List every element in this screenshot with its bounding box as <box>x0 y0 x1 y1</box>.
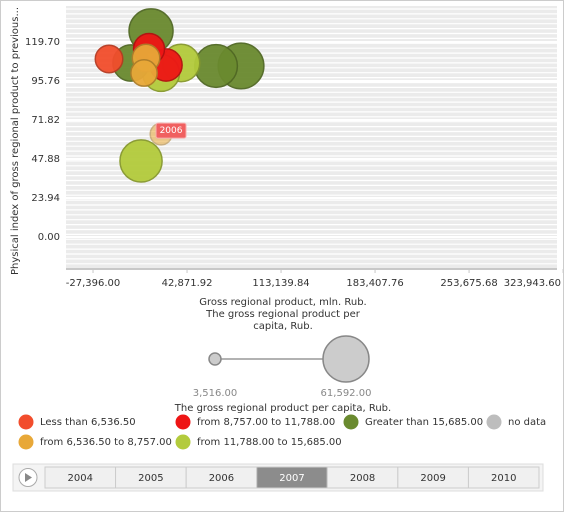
y-tick-label: 71.82 <box>31 115 60 126</box>
x-tick-label: 323,943.60 <box>504 278 561 289</box>
legend-marker <box>486 414 502 430</box>
size-legend-min <box>208 352 222 366</box>
legend-marker <box>175 434 191 450</box>
y-tick-label: 119.70 <box>25 37 60 48</box>
legend-marker <box>18 414 34 430</box>
timeline-year: 2005 <box>138 473 163 484</box>
size-legend-max-label: 61,592.00 <box>321 388 372 399</box>
x-tick-label: 183,407.76 <box>346 278 403 289</box>
timeline-year: 2010 <box>491 473 516 484</box>
legend-label: from 8,757.00 to 11,788.00 <box>197 417 335 428</box>
y-axis-label: Physical index of gross regional product… <box>10 7 21 275</box>
bubble <box>94 44 124 74</box>
bubble <box>130 59 158 87</box>
y-tick-label: 47.88 <box>31 154 60 165</box>
x-tick-label: 42,871.92 <box>162 278 213 289</box>
bubble <box>193 43 239 89</box>
legend-label: from 6,536.50 to 8,757.00 <box>40 437 172 448</box>
x-tick-label: -27,396.00 <box>66 278 121 289</box>
legend-label: Greater than 15,685.00 <box>365 417 483 428</box>
bubbles <box>94 8 265 183</box>
timeline-tab[interactable] <box>467 466 540 489</box>
x-tick-label: 113,139.84 <box>252 278 309 289</box>
size-axis-label: The gross regional product per capita, R… <box>206 309 360 332</box>
timeline-year: 2006 <box>209 473 234 484</box>
y-tick-label: 95.76 <box>31 76 60 87</box>
legend-marker <box>343 414 359 430</box>
y-tick-label: 0.00 <box>38 232 60 243</box>
legend-label: no data <box>508 417 546 428</box>
x-axis-label: Gross regional product, mln. Rub. <box>199 297 367 308</box>
timeline-year: 2007 <box>279 473 304 484</box>
size-legend-max <box>322 335 370 383</box>
legend-label: from 11,788.00 to 15,685.00 <box>197 437 342 448</box>
size-legend-min-label: 3,516.00 <box>193 388 238 399</box>
annotation-box <box>155 122 187 139</box>
bubble <box>119 139 163 183</box>
x-tick-label: 253,675.68 <box>440 278 497 289</box>
timeline-year: 2008 <box>350 473 375 484</box>
annotation: 2006 <box>160 126 183 136</box>
y-tick-label: 23.94 <box>31 193 60 204</box>
legend-marker <box>175 414 191 430</box>
timeline-year: 2004 <box>68 473 93 484</box>
size-legend-title: The gross regional product per capita, R… <box>174 403 391 414</box>
play-icon <box>25 473 32 482</box>
timeline-year: 2009 <box>420 473 445 484</box>
legend-label: Less than 6,536.50 <box>40 417 136 428</box>
legend-marker <box>18 434 34 450</box>
